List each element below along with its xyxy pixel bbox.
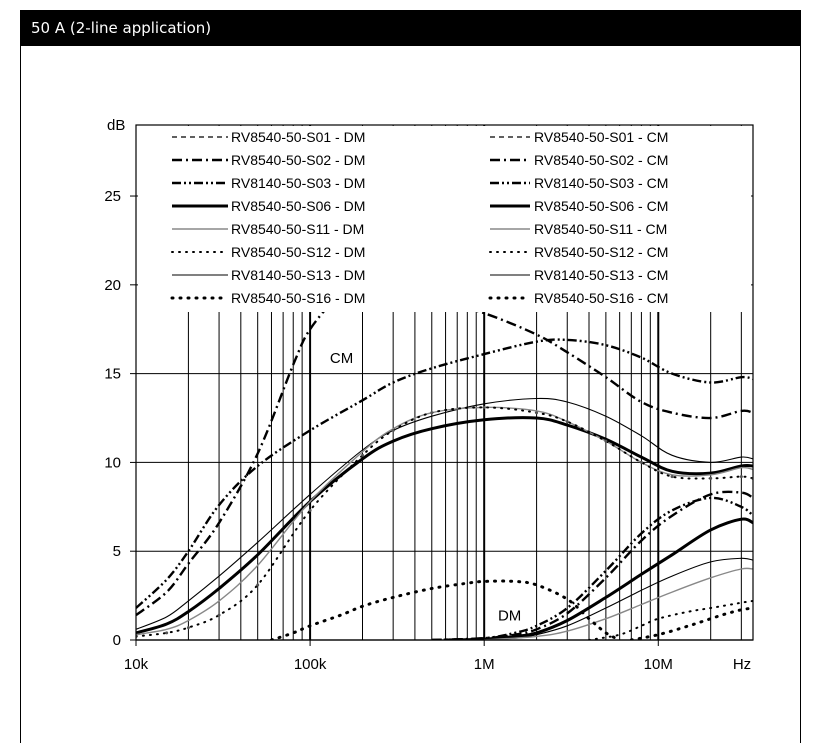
legend-label: RV8140-50-S03 - DM <box>231 175 365 191</box>
series-point <box>186 626 190 630</box>
legend-label: RV8540-50-S01 - DM <box>231 129 365 145</box>
series-line <box>467 557 753 640</box>
series-point <box>361 453 365 457</box>
x-axis-label: Hz <box>733 656 751 673</box>
series-line <box>136 406 753 638</box>
legend-label: RV8540-50-S16 - DM <box>231 290 365 306</box>
series-point <box>535 411 539 415</box>
legend-label: RV8540-50-S06 - CM <box>534 198 668 214</box>
series-point <box>739 475 743 479</box>
legend-label: RV8540-50-S16 - CM <box>534 290 668 306</box>
series-point <box>639 460 643 464</box>
series-point <box>709 476 713 480</box>
x-tick-label: 1M <box>474 656 495 673</box>
legend-label: RV8540-50-S11 - DM <box>231 221 364 237</box>
series-line <box>270 579 622 640</box>
series-point <box>391 428 395 432</box>
y-tick-label: 15 <box>104 366 121 383</box>
legend-label: RV8140-50-S13 - DM <box>231 267 365 283</box>
x-tick-label: 10k <box>124 656 149 673</box>
y-axis-label: dB <box>107 117 125 134</box>
annotation-label: DM <box>498 607 521 624</box>
series-line <box>136 416 753 635</box>
series-point <box>217 613 221 617</box>
legend-label: RV8140-50-S03 - CM <box>534 175 668 191</box>
series-line <box>484 567 753 640</box>
legend-label: RV8540-50-S12 - CM <box>534 244 668 260</box>
series-point <box>308 508 312 512</box>
series-line <box>136 283 753 617</box>
x-tick-label: 100k <box>294 656 327 673</box>
series-line <box>136 397 753 630</box>
series-line <box>136 338 753 609</box>
legend-box <box>138 126 751 312</box>
series-point <box>565 420 569 424</box>
series-point <box>165 631 169 635</box>
series-point <box>604 439 608 443</box>
y-tick-label: 0 <box>113 632 121 649</box>
series-group <box>136 283 753 640</box>
series-line <box>431 496 753 640</box>
chart-header: 50 A (2-line application) <box>20 10 801 46</box>
y-tick-label: 20 <box>104 277 121 294</box>
legend-label: RV8140-50-S13 - CM <box>534 267 668 283</box>
annotation-label: CM <box>330 350 353 367</box>
y-tick-label: 25 <box>104 188 121 205</box>
series-line <box>445 517 753 640</box>
y-tick-label: 5 <box>113 543 121 560</box>
series-line <box>588 599 753 640</box>
legend-label: RV8540-50-S12 - DM <box>231 244 365 260</box>
series-point <box>256 583 260 587</box>
series-point <box>482 405 486 409</box>
legend-label: RV8540-50-S02 - CM <box>534 152 668 168</box>
series-point <box>670 475 674 479</box>
legend-label: RV8540-50-S11 - CM <box>534 221 667 237</box>
series-point <box>430 411 434 415</box>
legend-label: RV8540-50-S01 - CM <box>534 129 668 145</box>
series-line <box>629 606 753 640</box>
y-tick-label: 10 <box>104 454 121 471</box>
x-tick-label: 10M <box>644 656 673 673</box>
legend-label: RV8540-50-S06 - DM <box>231 198 365 214</box>
series-line <box>431 490 753 640</box>
series-line <box>136 406 753 636</box>
legend-label: RV8540-50-S02 - DM <box>231 152 365 168</box>
